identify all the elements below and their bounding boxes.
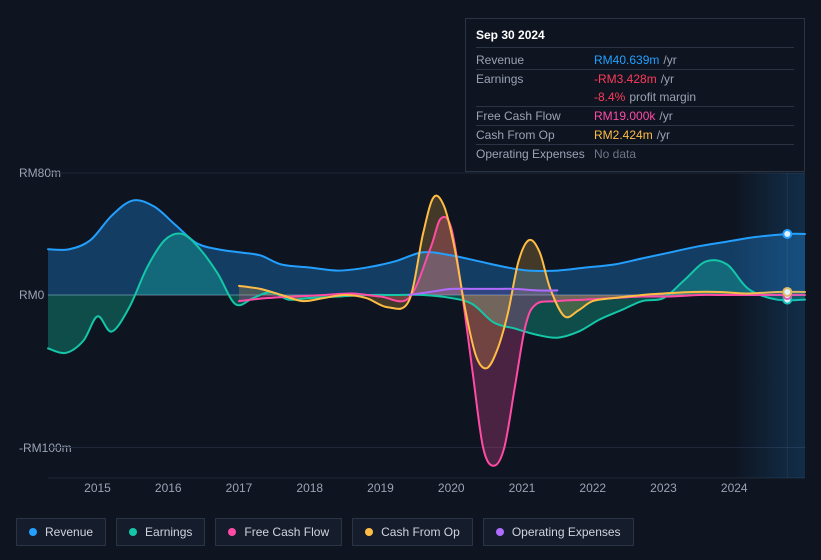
x-axis-label: 2015 xyxy=(84,481,111,495)
x-axis-label: 2020 xyxy=(438,481,465,495)
legend-dot-icon xyxy=(129,528,137,536)
legend-dot-icon xyxy=(496,528,504,536)
y-axis-label: RM0 xyxy=(19,288,44,302)
x-axis-label: 2023 xyxy=(650,481,677,495)
legend-item-revenue[interactable]: Revenue xyxy=(16,518,106,546)
tooltip-row-value: RM40.639m/yr xyxy=(594,53,677,67)
legend-item-label: Revenue xyxy=(45,525,93,539)
tooltip-row-value: RM2.424m/yr xyxy=(594,128,670,142)
legend-item-label: Cash From Op xyxy=(381,525,460,539)
tooltip-row-label: Earnings xyxy=(476,72,594,86)
legend-dot-icon xyxy=(228,528,236,536)
tooltip-row: Free Cash FlowRM19.000k/yr xyxy=(476,107,794,126)
x-axis-label: 2018 xyxy=(296,481,323,495)
tooltip-row-label: Free Cash Flow xyxy=(476,109,594,123)
legend-item-earnings[interactable]: Earnings xyxy=(116,518,205,546)
legend-item-fcf[interactable]: Free Cash Flow xyxy=(215,518,342,546)
chart-zone: RM80mRM0-RM100m 201520162017201820192020… xyxy=(16,155,805,500)
tooltip-row-label: Revenue xyxy=(476,53,594,67)
legend-dot-icon xyxy=(365,528,373,536)
tooltip-row: RevenueRM40.639m/yr xyxy=(476,51,794,70)
tooltip-row-value: -RM3.428m/yr xyxy=(594,72,674,86)
tooltip-row-label: Cash From Op xyxy=(476,128,594,142)
legend-item-opexp[interactable]: Operating Expenses xyxy=(483,518,634,546)
x-axis: 2015 2016 2017 2018 2019 2020 2021 2022 2023 2024 xyxy=(48,481,805,499)
x-axis-label: 2021 xyxy=(509,481,536,495)
tooltip-row-value: -8.4%profit margin xyxy=(594,90,696,104)
legend: Revenue Earnings Free Cash Flow Cash From O… xyxy=(16,518,634,546)
x-axis-label: 2024 xyxy=(721,481,748,495)
tooltip-row-label xyxy=(476,90,594,104)
tooltip-row: Earnings-RM3.428m/yr xyxy=(476,70,794,88)
chart-container: Sep 30 2024 RevenueRM40.639m/yrEarnings-… xyxy=(0,0,821,560)
legend-dot-icon xyxy=(29,528,37,536)
x-axis-label: 2016 xyxy=(155,481,182,495)
x-axis-label: 2022 xyxy=(579,481,606,495)
chart-svg[interactable] xyxy=(48,173,805,478)
x-axis-label: 2019 xyxy=(367,481,394,495)
legend-item-cashop[interactable]: Cash From Op xyxy=(352,518,473,546)
legend-item-label: Operating Expenses xyxy=(512,525,621,539)
tooltip-row: Cash From OpRM2.424m/yr xyxy=(476,126,794,145)
legend-item-label: Free Cash Flow xyxy=(244,525,329,539)
tooltip-date: Sep 30 2024 xyxy=(476,25,794,48)
tooltip-row: -8.4%profit margin xyxy=(476,88,794,107)
tooltip-panel: Sep 30 2024 RevenueRM40.639m/yrEarnings-… xyxy=(465,18,805,172)
legend-item-label: Earnings xyxy=(145,525,192,539)
x-axis-label: 2017 xyxy=(226,481,253,495)
tooltip-row-value: RM19.000k/yr xyxy=(594,109,673,123)
